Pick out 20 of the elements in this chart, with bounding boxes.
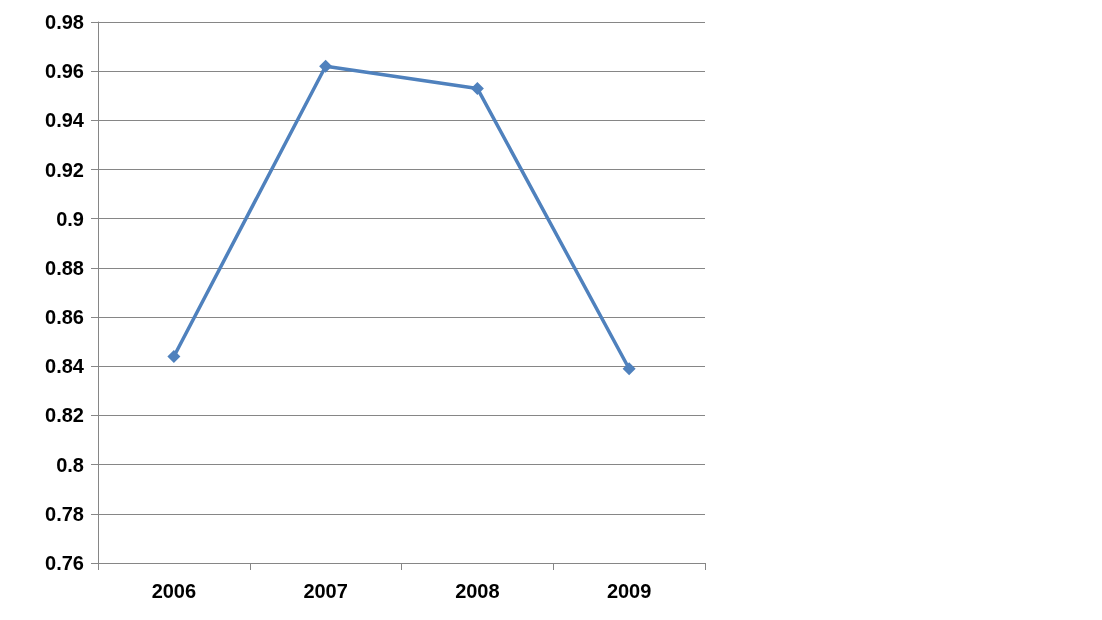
y-tick-label: 0.8 <box>56 453 84 476</box>
y-tick-label: 0.92 <box>45 158 84 181</box>
y-tick-label: 0.88 <box>45 256 84 279</box>
y-tick-label: 0.84 <box>45 355 85 378</box>
point <box>470 81 484 95</box>
y-tick-label: 0.9 <box>56 207 84 230</box>
x-tick-label: 2008 <box>455 580 500 602</box>
x-tick-label: 2009 <box>606 580 652 602</box>
y-tick-label: 0.96 <box>45 60 84 83</box>
x-tick-label: 2007 <box>303 580 348 602</box>
y-tick-label: 0.78 <box>45 502 84 525</box>
y-tick-label: 0.94 <box>45 109 85 132</box>
y-tick-label: 0.98 <box>45 11 84 33</box>
y-tick-label: 0.86 <box>45 306 84 329</box>
y-tick-label: 0.76 <box>45 552 84 574</box>
point <box>622 362 636 376</box>
point <box>167 349 181 363</box>
y-tick-label: 0.82 <box>45 404 84 427</box>
x-tick-label: 2006 <box>151 580 197 602</box>
point <box>319 59 333 73</box>
